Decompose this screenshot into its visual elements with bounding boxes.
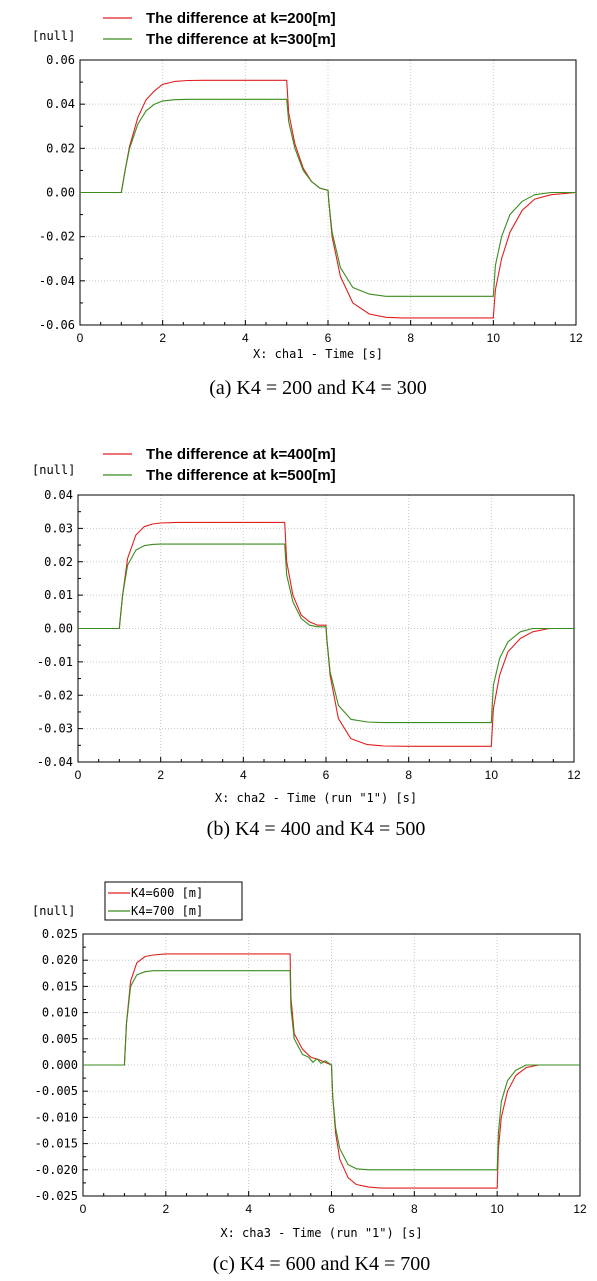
x-tick-label: 2 <box>157 768 164 782</box>
legend-label: K4=700 [m] <box>131 904 203 918</box>
y-tick-label: -0.03 <box>37 722 73 736</box>
y-tick-label: -0.015 <box>35 1137 78 1151</box>
y-tick-label: 0.03 <box>44 521 73 535</box>
legend-label: The difference at k=500[m] <box>146 467 336 484</box>
x-tick-label: 10 <box>487 331 501 345</box>
legend: The difference at k=200[m] The difference… <box>103 10 336 48</box>
series-line-2 <box>80 98 576 297</box>
y-tick-label: 0.005 <box>42 1032 78 1046</box>
x-tick-label: 0 <box>77 331 84 345</box>
figure-caption: (a) K4 = 200 and K4 = 300 <box>209 377 427 399</box>
x-tick-label: 0 <box>80 1202 87 1216</box>
y-tick-label: 0.01 <box>44 588 73 602</box>
y-tick-label: 0.00 <box>44 622 73 636</box>
y-tick-label: 0.04 <box>46 97 75 111</box>
legend-box <box>104 881 243 921</box>
series-line-1 <box>83 953 580 1189</box>
y-tick-label: 0.02 <box>44 555 73 569</box>
legend-label: The difference at k=400[m] <box>146 446 336 463</box>
y-tick-label: 0.020 <box>42 953 78 967</box>
figure-caption: (c) K4 = 600 and K4 = 700 <box>213 1253 431 1275</box>
y-tick-label: -0.020 <box>35 1163 78 1177</box>
x-tick-label: 2 <box>159 331 166 345</box>
y-tick-label: 0.02 <box>46 141 75 155</box>
x-tick-label: 0 <box>75 768 82 782</box>
y-tick-label: 0.015 <box>42 979 78 993</box>
x-tick-label: 8 <box>405 768 412 782</box>
x-tick-label: 4 <box>240 768 247 782</box>
y-tick-label: -0.005 <box>35 1084 78 1098</box>
legend: K4=600 [m] K4=700 [m] <box>104 881 243 921</box>
y-axis-label: [null] <box>32 904 75 918</box>
y-tick-label: 0.04 <box>44 488 73 502</box>
y-tick-label: 0.000 <box>42 1058 78 1072</box>
y-axis-label: [null] <box>32 463 75 477</box>
y-tick-label: -0.025 <box>35 1189 78 1203</box>
y-tick-label: 0.010 <box>42 1006 78 1020</box>
x-axis-label: X: cha1 - Time [s] <box>253 347 383 361</box>
y-tick-label: -0.010 <box>35 1110 78 1124</box>
chart-3: 0 2 4 6 8 10 12 0.025 0.020 0.015 0.010 0.005 0.000 -… <box>32 881 587 1275</box>
x-tick-label: 4 <box>245 1202 252 1216</box>
legend-label: The difference at k=300[m] <box>146 31 336 48</box>
legend-label: K4=600 [m] <box>131 886 203 900</box>
chart-2: 0 2 4 6 8 10 12 0.04 0.03 0.02 0.01 0.00 -0.01 -0.02 -… <box>32 446 581 840</box>
x-tick-label: 4 <box>242 331 249 345</box>
series-line-1 <box>78 521 574 747</box>
y-tick-label: -0.04 <box>39 274 75 288</box>
y-tick-label: -0.06 <box>39 318 75 332</box>
y-axis-label: [null] <box>32 29 75 43</box>
y-tick-label: -0.02 <box>37 688 73 702</box>
legend-label: The difference at k=200[m] <box>146 10 336 27</box>
x-tick-label: 8 <box>407 331 414 345</box>
x-tick-label: 6 <box>325 331 332 345</box>
x-tick-label: 12 <box>569 331 583 345</box>
x-tick-label: 12 <box>567 768 581 782</box>
y-tick-label: 0.025 <box>42 927 78 941</box>
x-tick-label: 10 <box>490 1202 504 1216</box>
y-tick-label: 0.00 <box>46 186 75 200</box>
y-tick-label: -0.01 <box>37 655 73 669</box>
legend: The difference at k=400[m] The difference… <box>103 446 336 484</box>
x-axis-label: X: cha3 - Time (run "1") [s] <box>220 1226 422 1240</box>
x-tick-label: 10 <box>485 768 499 782</box>
x-axis-label: X: cha2 - Time (run "1") [s] <box>215 791 417 805</box>
figure-caption: (b) K4 = 400 and K4 = 500 <box>207 818 426 840</box>
chart-1: 0 2 4 6 8 10 12 0.06 0.04 0.02 0.00 -0.02 -0.04 -0.06… <box>32 10 583 399</box>
series-line-2 <box>83 970 580 1171</box>
y-tick-label: -0.04 <box>37 755 73 769</box>
y-tick-label: 0.06 <box>46 53 75 67</box>
x-tick-label: 8 <box>411 1202 418 1216</box>
x-tick-label: 6 <box>328 1202 335 1216</box>
x-tick-label: 6 <box>323 768 330 782</box>
x-tick-label: 12 <box>573 1202 587 1216</box>
series-line-2 <box>78 543 574 724</box>
x-tick-label: 2 <box>162 1202 169 1216</box>
y-tick-label: -0.02 <box>39 230 75 244</box>
